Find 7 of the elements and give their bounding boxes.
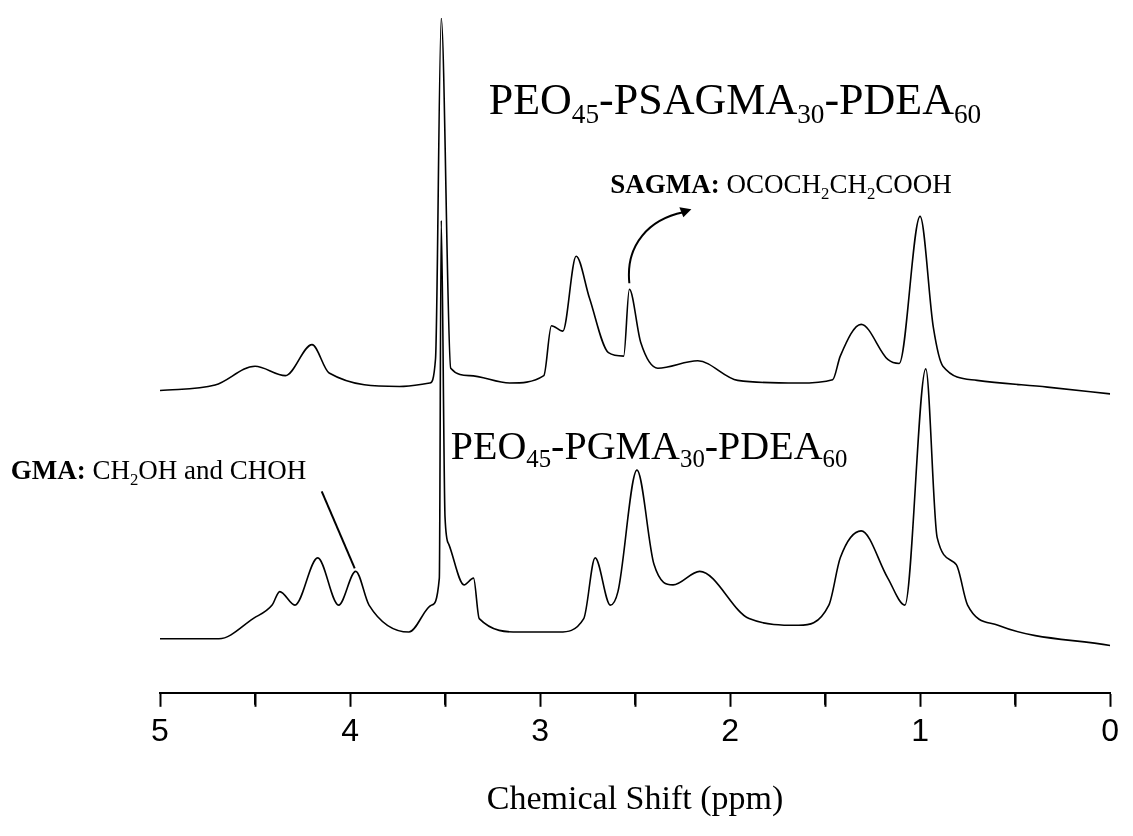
x-tick-label: 3: [531, 711, 549, 748]
x-tick-label: 0: [1101, 711, 1119, 748]
x-tick-label: 2: [721, 711, 739, 748]
x-axis-title: Chemical Shift (ppm): [486, 778, 784, 817]
x-tick-label: 4: [341, 711, 359, 748]
x-tick-label: 1: [911, 711, 929, 748]
x-tick-label: 5: [151, 711, 169, 748]
